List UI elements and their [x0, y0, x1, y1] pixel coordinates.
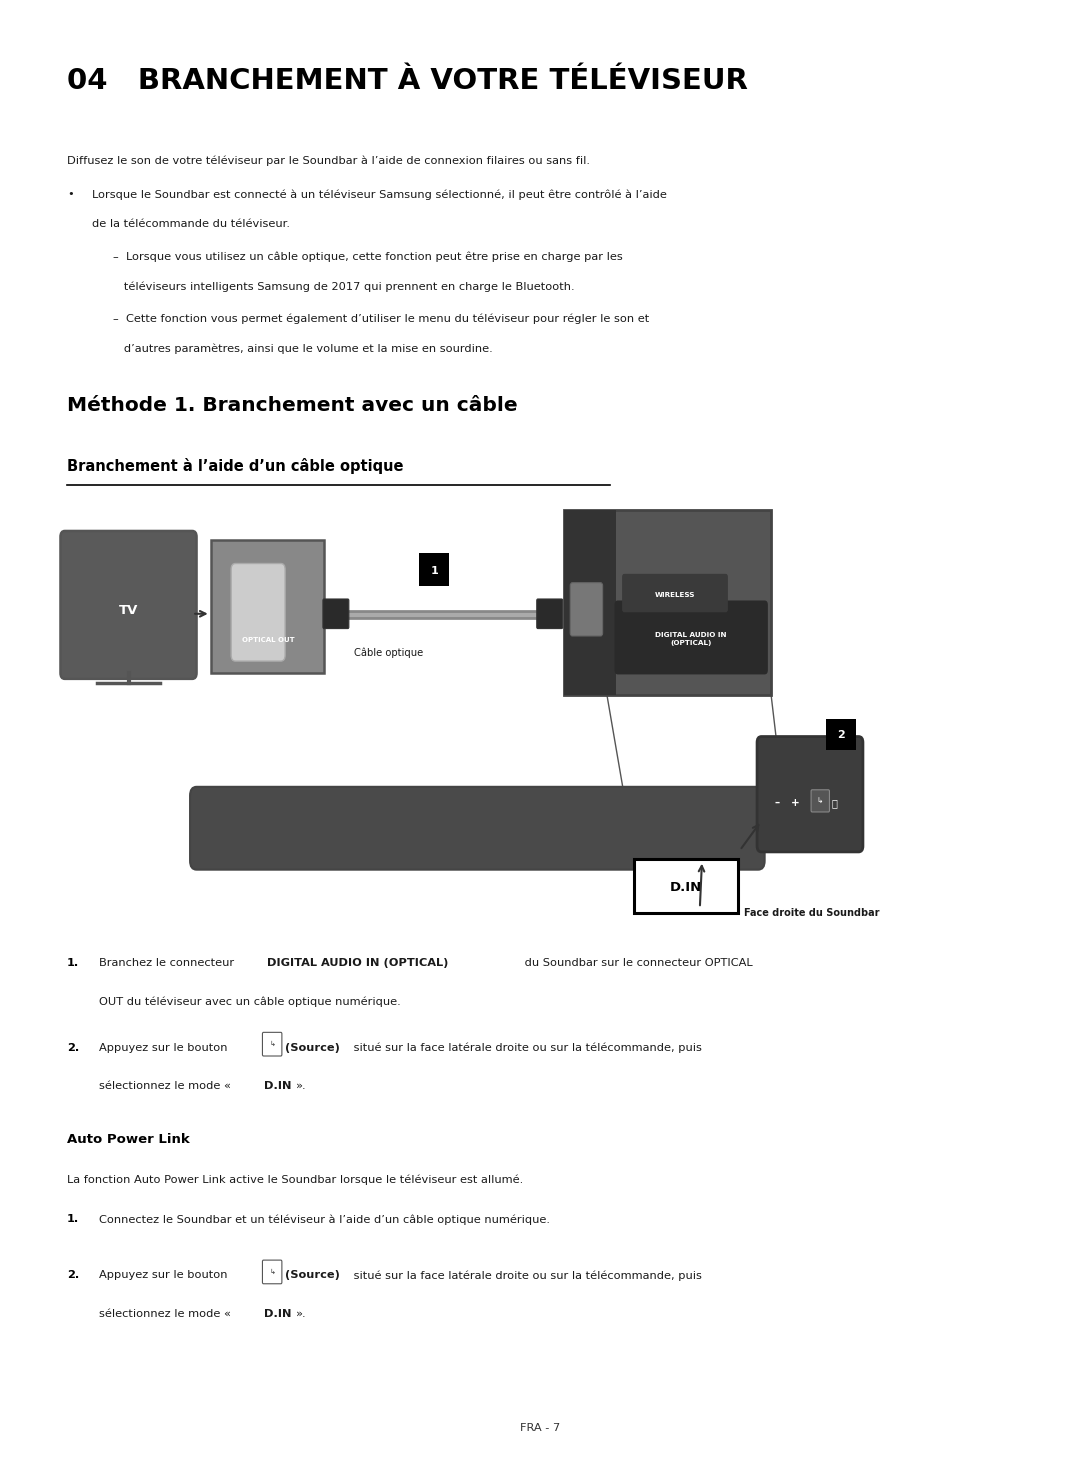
Text: Arrière du Soundbar: Arrière du Soundbar: [613, 521, 726, 531]
Text: DIGITAL AUDIO IN
(OPTICAL): DIGITAL AUDIO IN (OPTICAL): [656, 632, 727, 646]
Text: OPTICAL OUT: OPTICAL OUT: [242, 637, 294, 643]
FancyBboxPatch shape: [622, 574, 728, 612]
Text: DIGITAL AUDIO IN (OPTICAL): DIGITAL AUDIO IN (OPTICAL): [267, 958, 448, 969]
Text: Appuyez sur le bouton: Appuyez sur le bouton: [99, 1043, 231, 1053]
FancyBboxPatch shape: [826, 719, 856, 750]
Text: de la télécommande du téléviseur.: de la télécommande du téléviseur.: [92, 219, 289, 229]
FancyBboxPatch shape: [262, 1260, 282, 1284]
Text: Branchement à l’aide d’un câble optique: Branchement à l’aide d’un câble optique: [67, 458, 404, 475]
Text: 2.: 2.: [67, 1270, 79, 1281]
Text: (Source): (Source): [285, 1270, 340, 1281]
Text: La fonction Auto Power Link active le Soundbar lorsque le téléviseur est allumé.: La fonction Auto Power Link active le So…: [67, 1174, 523, 1185]
Text: FRA - 7: FRA - 7: [519, 1423, 561, 1433]
Text: •: •: [67, 189, 73, 200]
Text: sélectionnez le mode «: sélectionnez le mode «: [99, 1309, 231, 1319]
Text: Face droite du Soundbar: Face droite du Soundbar: [744, 908, 880, 918]
Text: Appuyez sur le bouton: Appuyez sur le bouton: [99, 1270, 231, 1281]
Text: –   +: – +: [775, 799, 800, 808]
Text: WIRELESS: WIRELESS: [654, 592, 696, 598]
Text: Auto Power Link: Auto Power Link: [67, 1133, 190, 1146]
FancyBboxPatch shape: [323, 599, 349, 629]
Text: téléviseurs intelligents Samsung de 2017 qui prennent en charge le Bluetooth.: téléviseurs intelligents Samsung de 2017…: [113, 281, 575, 291]
FancyBboxPatch shape: [537, 599, 563, 629]
Text: 2.: 2.: [67, 1043, 79, 1053]
FancyBboxPatch shape: [419, 553, 449, 586]
FancyBboxPatch shape: [60, 531, 197, 679]
Text: 1.: 1.: [67, 1214, 79, 1225]
Text: sélectionnez le mode «: sélectionnez le mode «: [99, 1081, 231, 1092]
Text: OUT du téléviseur avec un câble optique numérique.: OUT du téléviseur avec un câble optique …: [99, 997, 401, 1007]
Text: ↳: ↳: [269, 1269, 275, 1275]
FancyBboxPatch shape: [570, 583, 603, 636]
Text: Diffusez le son de votre téléviseur par le Soundbar à l’aide de connexion filair: Diffusez le son de votre téléviseur par …: [67, 155, 590, 166]
Text: Connectez le Soundbar et un téléviseur à l’aide d’un câble optique numérique.: Connectez le Soundbar et un téléviseur à…: [99, 1214, 551, 1225]
FancyBboxPatch shape: [190, 787, 765, 870]
Text: Câble optique: Câble optique: [354, 648, 423, 658]
Text: 1: 1: [430, 566, 438, 575]
Text: situé sur la face latérale droite ou sur la télécommande, puis: situé sur la face latérale droite ou sur…: [350, 1270, 702, 1281]
FancyBboxPatch shape: [564, 510, 616, 695]
FancyBboxPatch shape: [615, 600, 768, 674]
Text: –  Cette fonction vous permet également d’utiliser le menu du téléviseur pour ré: – Cette fonction vous permet également d…: [113, 314, 650, 324]
Text: Lorsque le Soundbar est connecté à un téléviseur Samsung sélectionné, il peut êt: Lorsque le Soundbar est connecté à un té…: [92, 189, 666, 200]
FancyBboxPatch shape: [262, 1032, 282, 1056]
Text: 2: 2: [837, 731, 846, 740]
FancyBboxPatch shape: [811, 790, 829, 812]
FancyBboxPatch shape: [211, 540, 324, 673]
Text: D.IN: D.IN: [264, 1309, 291, 1319]
Text: d’autres paramètres, ainsi que le volume et la mise en sourdine.: d’autres paramètres, ainsi que le volume…: [113, 343, 494, 353]
Text: 1.: 1.: [67, 958, 79, 969]
Text: –  Lorsque vous utilisez un câble optique, cette fonction peut être prise en cha: – Lorsque vous utilisez un câble optique…: [113, 251, 623, 262]
Text: ↳: ↳: [269, 1041, 275, 1047]
FancyBboxPatch shape: [634, 859, 738, 913]
Text: ↳: ↳: [816, 797, 823, 806]
FancyBboxPatch shape: [564, 510, 771, 695]
FancyBboxPatch shape: [757, 737, 863, 852]
Text: Branchez le connecteur: Branchez le connecteur: [99, 958, 238, 969]
Text: ».: ».: [296, 1309, 307, 1319]
Text: ⏻: ⏻: [832, 799, 838, 808]
Text: D.IN: D.IN: [264, 1081, 291, 1092]
Text: (Source): (Source): [285, 1043, 340, 1053]
Text: TV: TV: [119, 605, 138, 617]
FancyBboxPatch shape: [231, 563, 285, 661]
Text: ».: ».: [296, 1081, 307, 1092]
Text: Méthode 1. Branchement avec un câble: Méthode 1. Branchement avec un câble: [67, 396, 517, 416]
Text: situé sur la face latérale droite ou sur la télécommande, puis: situé sur la face latérale droite ou sur…: [350, 1043, 702, 1053]
Text: du Soundbar sur le connecteur OPTICAL: du Soundbar sur le connecteur OPTICAL: [521, 958, 752, 969]
Text: D.IN: D.IN: [670, 881, 702, 893]
Text: 04   BRANCHEMENT À VOTRE TÉLÉVISEUR: 04 BRANCHEMENT À VOTRE TÉLÉVISEUR: [67, 67, 747, 95]
